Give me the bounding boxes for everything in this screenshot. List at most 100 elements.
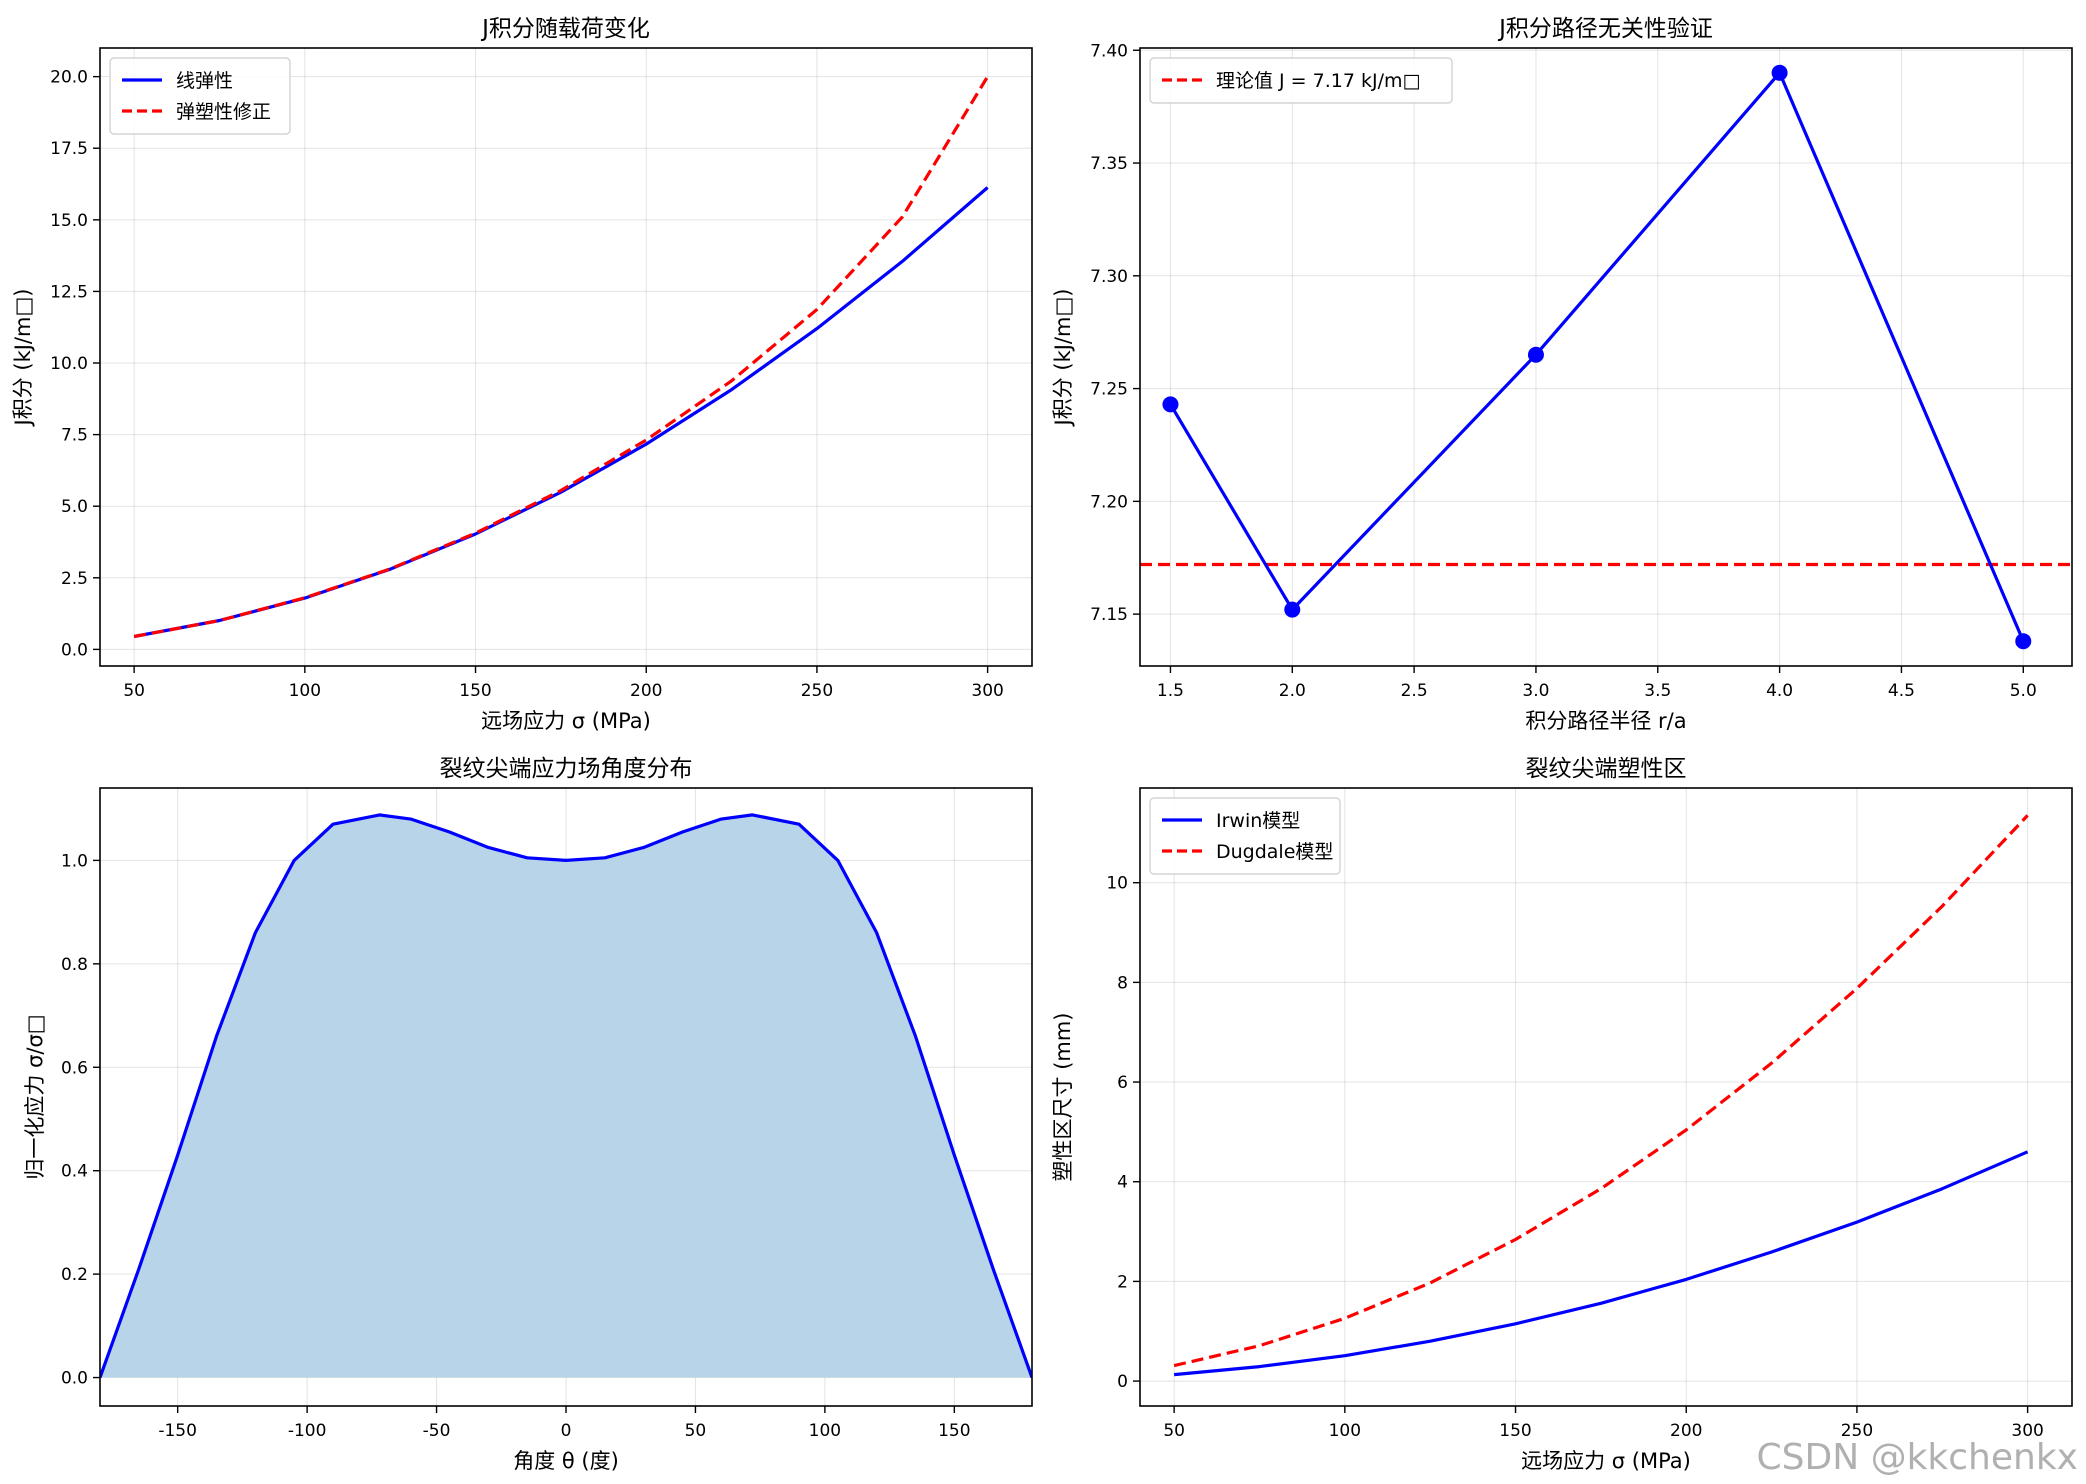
- legend-label: Irwin模型: [1216, 810, 1300, 832]
- y-tick-label: 7.35: [1090, 154, 1128, 174]
- y-tick-label: 0.0: [61, 1369, 88, 1389]
- x-axis-label: 角度 θ (度): [513, 1449, 619, 1473]
- y-tick-label: 2: [1117, 1272, 1128, 1292]
- x-tick-label: 150: [938, 1421, 970, 1441]
- x-tick-label: -100: [288, 1421, 327, 1441]
- y-tick-label: 8: [1117, 973, 1128, 993]
- y-tick-label: 15.0: [50, 211, 88, 231]
- series-line-1: [1173, 1150, 2029, 1377]
- legend-box: [109, 57, 291, 135]
- x-tick-label: 5.0: [2010, 681, 2037, 701]
- grid-lines: [100, 48, 1032, 666]
- y-tick-label: 7.25: [1090, 380, 1128, 400]
- legend-label: Dugdale模型: [1216, 841, 1333, 863]
- legend-label: 理论值 J = 7.17 kJ/m□: [1216, 70, 1420, 92]
- series-line-2: [1173, 814, 2029, 1368]
- panel-title: J积分路径无关性验证: [1497, 16, 1713, 42]
- x-tick-label: 50: [1163, 1421, 1185, 1441]
- y-axis-label: 塑性区尺寸 (mm): [1051, 1013, 1075, 1182]
- panel-title: 裂纹尖端应力场角度分布: [440, 756, 693, 782]
- grid-lines: [1140, 48, 2072, 666]
- legend-box: [1149, 797, 1341, 875]
- legend-label: 弹塑性修正: [176, 101, 271, 123]
- y-tick-label: 7.30: [1090, 267, 1128, 287]
- data-point: [1527, 346, 1544, 363]
- y-axis-label: J积分 (kJ/m□): [11, 289, 35, 428]
- legend: 理论值 J = 7.17 kJ/m□: [1149, 57, 1453, 104]
- x-tick-label: 250: [1841, 1421, 1873, 1441]
- data-point: [2015, 633, 2032, 650]
- x-tick-label: 100: [289, 681, 321, 701]
- area-fill: [100, 814, 1032, 1378]
- axes-frame: [99, 787, 1033, 1407]
- x-tick-label: 4.5: [1888, 681, 1915, 701]
- series-line-1: [133, 186, 989, 639]
- axes-frame: [1139, 47, 2073, 667]
- y-tick-label: 1.0: [61, 851, 88, 871]
- y-tick-label: 0.6: [61, 1058, 88, 1078]
- y-tick-label: 17.5: [50, 139, 88, 159]
- x-tick-label: 300: [971, 681, 1003, 701]
- x-tick-label: 50: [685, 1421, 707, 1441]
- series-line-1: [1169, 71, 2025, 642]
- x-tick-label: 2.5: [1401, 681, 1428, 701]
- x-tick-label: 1.5: [1157, 681, 1184, 701]
- plot-area: [133, 75, 989, 639]
- plot-area: [1173, 814, 2029, 1377]
- x-axis-label: 远场应力 σ (MPa): [481, 709, 651, 733]
- y-tick-label: 7.5: [61, 426, 88, 446]
- watermark: CSDN @kkchenkx: [1756, 1437, 2078, 1478]
- series-line-2: [133, 75, 989, 639]
- x-tick-label: 3.0: [1522, 681, 1549, 701]
- x-tick-label: -150: [158, 1421, 197, 1441]
- x-tick-label: 250: [801, 681, 833, 701]
- y-tick-label: 2.5: [61, 569, 88, 589]
- x-tick-label: 3.5: [1644, 681, 1671, 701]
- data-point: [1771, 64, 1788, 81]
- y-tick-label: 0.0: [61, 640, 88, 660]
- panel-title: J积分随载荷变化: [480, 16, 650, 42]
- plot-area: [1140, 71, 2072, 642]
- y-tick-label: 0.4: [61, 1162, 88, 1182]
- x-tick-label: 4.0: [1766, 681, 1793, 701]
- data-point: [1284, 601, 1301, 618]
- y-tick-label: 0.2: [61, 1265, 88, 1285]
- x-tick-label: 200: [630, 681, 662, 701]
- y-tick-label: 20.0: [50, 68, 88, 88]
- x-tick-label: 2.0: [1279, 681, 1306, 701]
- plot-area: [100, 813, 1032, 1379]
- y-tick-label: 7.20: [1090, 492, 1128, 512]
- x-tick-label: 150: [459, 681, 491, 701]
- x-axis-label: 积分路径半径 r/a: [1525, 709, 1686, 733]
- y-tick-label: 7.40: [1090, 41, 1128, 61]
- x-tick-label: 300: [2011, 1421, 2043, 1441]
- y-tick-label: 0: [1117, 1372, 1128, 1392]
- x-tick-label: 0: [561, 1421, 572, 1441]
- y-tick-label: 0.8: [61, 955, 88, 975]
- y-tick-label: 10.0: [50, 354, 88, 374]
- x-tick-label: 150: [1499, 1421, 1531, 1441]
- y-axis-label: J积分 (kJ/m□): [1051, 289, 1075, 428]
- y-tick-label: 5.0: [61, 497, 88, 517]
- x-tick-label: 50: [123, 681, 145, 701]
- stress-curve: [100, 813, 1032, 1379]
- axes-frame: [99, 47, 1033, 667]
- x-tick-label: 100: [1329, 1421, 1361, 1441]
- chart-panel-2: 1.5 2.0 2.5 3.0 3.5 4.0 4.5 5.0 7.15 7.20 7.25 7.30…: [1051, 16, 2073, 733]
- chart-panel-1: 50 100 150 200 250 300 0.0 2.5 5.0 7.5 10.0 12.5 15.…: [11, 16, 1033, 733]
- x-tick-label: 200: [1670, 1421, 1702, 1441]
- y-axis-label: 归一化应力 σ/σ□: [23, 1014, 47, 1179]
- grid-lines: [1140, 788, 2072, 1406]
- y-tick-label: 12.5: [50, 282, 88, 302]
- y-tick-label: 10: [1106, 874, 1128, 894]
- data-point: [1162, 396, 1179, 413]
- y-tick-label: 4: [1117, 1173, 1128, 1193]
- legend: Irwin模型 Dugdale模型: [1149, 797, 1341, 875]
- x-tick-label: -50: [423, 1421, 451, 1441]
- x-tick-label: 100: [809, 1421, 841, 1441]
- chart-panel-3: -150 -100 -50 0 50 100 150 0.0 0.2 0.4 0.6 0.8 1.0 裂纹…: [23, 756, 1033, 1473]
- axes-frame: [1139, 787, 2073, 1407]
